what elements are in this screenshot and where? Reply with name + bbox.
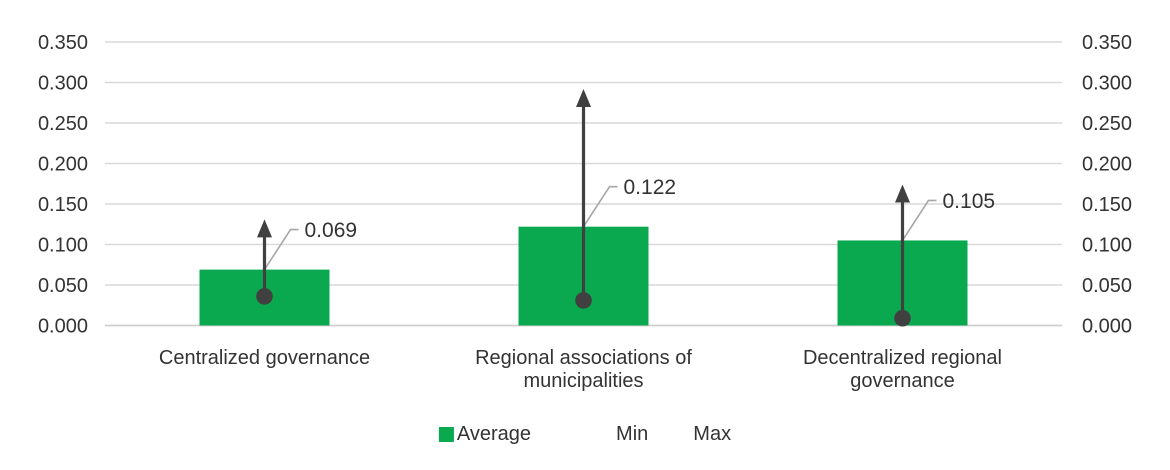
data-label: 0.105 [943,190,996,213]
y-tick-label-left: 0.350 [38,32,88,54]
y-tick-label-right: 0.200 [1082,154,1132,176]
y-tick-label-left: 0.200 [38,154,88,176]
category-label: Decentralized regional [803,347,1002,369]
min-dot-icon [894,309,911,327]
y-tick-label-left: 0.250 [38,113,88,135]
y-tick-label-right: 0.250 [1082,113,1132,135]
legend-item-min: Min [616,423,648,446]
average-swatch-icon [438,427,454,442]
category-label: municipalities [523,370,643,392]
legend-label-max: Max [693,423,732,445]
category-label: Centralized governance [159,347,370,369]
y-tick-label-left: 0.300 [38,73,88,95]
category-label: Regional associations of [475,347,692,369]
data-label: 0.122 [624,176,677,199]
y-tick-label-right: 0.350 [1082,32,1132,54]
chart-legend: Average Min Max [438,423,731,446]
category-label: governance [850,370,955,392]
y-tick-label-right: 0.300 [1082,73,1132,95]
y-tick-label-left: 0.150 [38,194,88,216]
y-tick-label-right: 0.150 [1082,194,1132,216]
max-arrowhead-icon [895,184,910,203]
data-label: 0.069 [305,219,358,242]
y-tick-label-left: 0.100 [38,235,88,257]
legend-label-average: Average [456,423,532,445]
max-arrowhead-icon [576,88,591,107]
data-label-leader-line [263,228,299,271]
legend-item-average: Average [438,423,532,446]
min-dot-icon [575,292,592,309]
y-tick-label-right: 0.100 [1082,235,1132,257]
y-tick-label-right: 0.050 [1082,275,1132,297]
min-dot-icon [256,288,273,305]
max-arrowhead-icon [257,219,272,238]
data-label-leader-line [582,185,618,228]
legend-label-min: Min [616,423,649,445]
y-tick-label-right: 0.000 [1082,316,1132,338]
legend-item-max: Max [693,423,731,446]
y-tick-label-left: 0.050 [38,275,88,297]
min-max-bar-chart: 0.000 0.000 0.050 0.050 0.100 0.100 0.150 0.150… [38,32,1132,392]
data-label-leader-line [901,199,937,241]
y-tick-label-left: 0.000 [38,316,88,338]
